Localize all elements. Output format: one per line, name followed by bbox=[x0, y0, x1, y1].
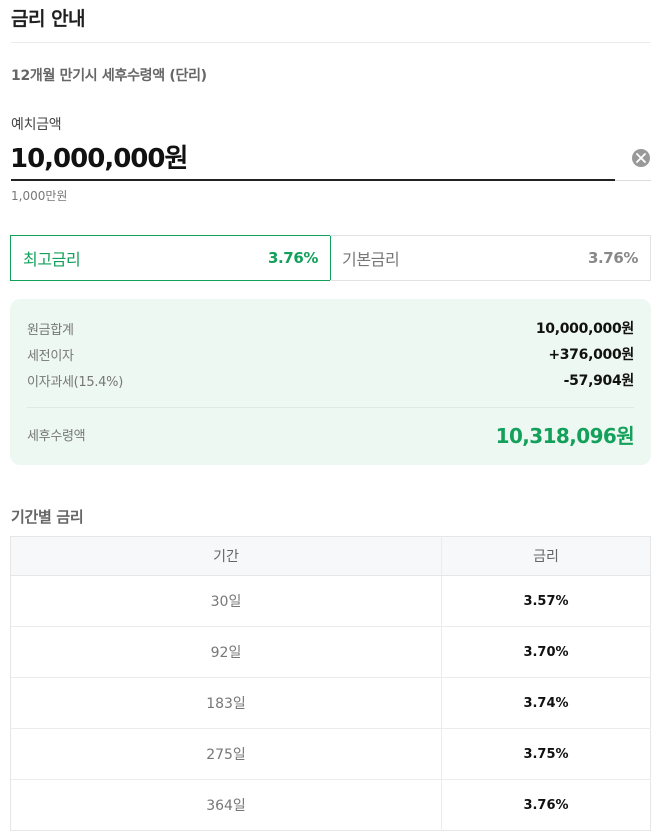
period-cell: 30일 bbox=[10, 575, 442, 627]
table-row: 364일 3.76% bbox=[10, 779, 651, 831]
rate-cell: 3.57% bbox=[441, 575, 651, 627]
summary-label: 이자과세(15.4%) bbox=[27, 374, 123, 390]
summary-value: +376,000원 bbox=[548, 347, 634, 363]
summary-row-pretax-interest: 세전이자 +376,000원 bbox=[27, 344, 634, 364]
summary-value: -57,904원 bbox=[563, 373, 635, 389]
table-row: 183일 3.74% bbox=[10, 677, 651, 729]
summary-label: 세전이자 bbox=[27, 348, 74, 364]
tab-base-rate-value: 3.76% bbox=[587, 249, 638, 267]
net-amount-value: 10,318,096원 bbox=[495, 424, 635, 448]
column-header-period: 기간 bbox=[10, 536, 442, 576]
table-row: 275일 3.75% bbox=[10, 728, 651, 780]
table-row: 30일 3.57% bbox=[10, 575, 651, 627]
tab-max-rate-value: 3.76% bbox=[267, 249, 318, 267]
period-cell: 364일 bbox=[10, 779, 442, 831]
period-cell: 183일 bbox=[10, 677, 442, 729]
maturity-subtitle: 12개월 만기시 세후수령액 (단리) bbox=[11, 68, 207, 84]
interest-summary-box: 원금합계 10,000,000원 세전이자 +376,000원 이자과세(15.… bbox=[10, 299, 651, 465]
page-title: 금리 안내 bbox=[11, 8, 86, 30]
rate-cell: 3.70% bbox=[441, 626, 651, 678]
deposit-amount-input[interactable] bbox=[10, 137, 620, 175]
summary-row-net-amount: 세후수령액 10,318,096원 bbox=[27, 420, 635, 449]
summary-value: 10,000,000원 bbox=[535, 321, 634, 337]
column-header-rate: 금리 bbox=[441, 536, 651, 576]
tab-base-rate-label: 기본금리 bbox=[342, 250, 400, 269]
table-row: 92일 3.70% bbox=[10, 626, 651, 678]
rate-cell: 3.76% bbox=[441, 779, 651, 831]
summary-row-principal: 원금합계 10,000,000원 bbox=[27, 318, 634, 338]
period-cell: 275일 bbox=[10, 728, 442, 780]
deposit-amount-label: 예치금액 bbox=[11, 117, 62, 133]
period-rates-table: 기간 금리 30일 3.57% 92일 3.70% 183일 3.74% 275… bbox=[10, 536, 651, 831]
rate-cell: 3.75% bbox=[441, 728, 651, 780]
amount-underline bbox=[11, 179, 615, 181]
period-cell: 92일 bbox=[10, 626, 442, 678]
title-divider bbox=[11, 42, 651, 43]
tab-max-rate[interactable]: 최고금리 3.76% bbox=[10, 235, 331, 281]
clear-icon[interactable] bbox=[632, 149, 650, 167]
summary-row-interest-tax: 이자과세(15.4%) -57,904원 bbox=[27, 370, 634, 390]
tab-base-rate[interactable]: 기본금리 3.76% bbox=[330, 235, 651, 281]
rate-cell: 3.74% bbox=[441, 677, 651, 729]
amount-underline-rest bbox=[615, 180, 651, 181]
summary-divider bbox=[27, 407, 634, 408]
net-amount-label: 세후수령액 bbox=[27, 429, 86, 444]
period-rates-title: 기간별 금리 bbox=[11, 508, 84, 526]
deposit-amount-hint: 1,000만원 bbox=[11, 189, 68, 203]
table-header-row: 기간 금리 bbox=[10, 536, 651, 576]
summary-label: 원금합계 bbox=[27, 322, 74, 338]
tab-max-rate-label: 최고금리 bbox=[23, 250, 81, 269]
